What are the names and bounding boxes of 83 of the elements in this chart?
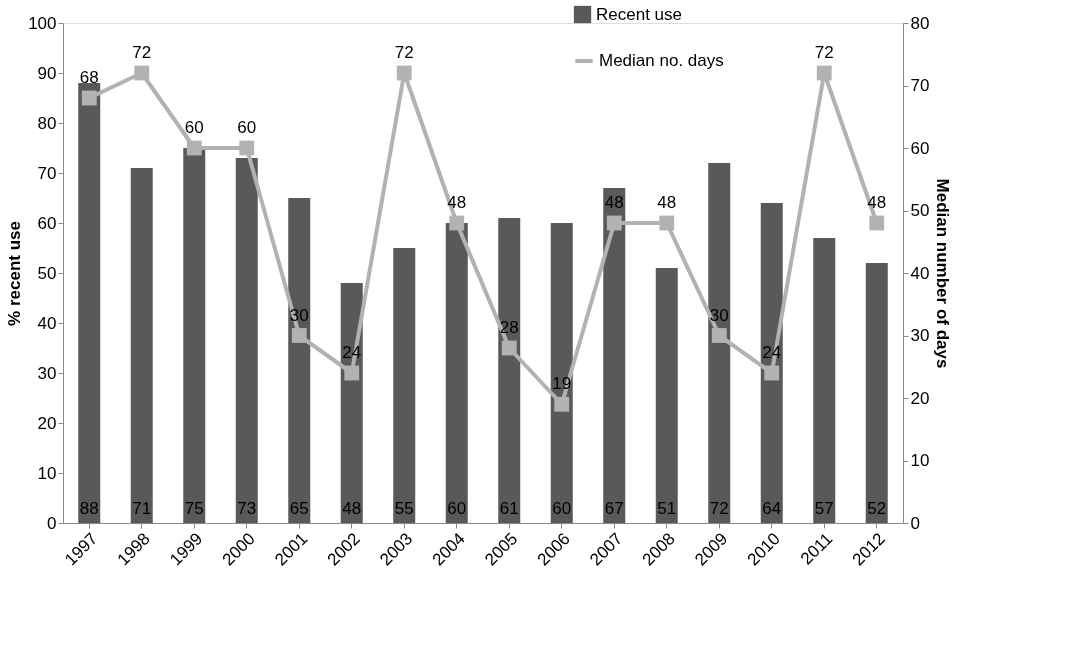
legend-label: Recent use <box>596 4 682 24</box>
y-tick-label: 90 <box>37 63 57 83</box>
point <box>81 90 97 106</box>
y2-tick-label: 40 <box>910 263 930 283</box>
point <box>344 365 360 381</box>
y2-tick-label: 10 <box>910 451 930 470</box>
data-label: 75 <box>184 499 204 518</box>
bar <box>393 248 416 523</box>
data-label: 57 <box>814 499 834 518</box>
data-label: 67 <box>604 499 624 518</box>
point <box>554 396 570 412</box>
data-label: 48 <box>447 193 467 212</box>
data-label: 71 <box>132 499 152 518</box>
bar <box>78 83 101 523</box>
point <box>659 215 675 231</box>
data-label: 88 <box>79 499 99 518</box>
data-label: 30 <box>709 305 729 325</box>
data-label: 65 <box>289 499 309 518</box>
bar <box>603 188 626 523</box>
point <box>291 328 307 343</box>
y2-tick-label: 20 <box>910 388 930 408</box>
y2-tick-label: 60 <box>910 138 930 158</box>
bar <box>130 168 153 523</box>
point <box>239 140 255 156</box>
point <box>449 215 465 231</box>
y-tick-label: 40 <box>37 313 57 333</box>
bar <box>288 198 311 523</box>
data-label: 48 <box>867 193 887 212</box>
point <box>606 215 622 231</box>
data-label: 73 <box>237 499 257 518</box>
data-label: 52 <box>867 499 887 518</box>
bar <box>183 148 206 523</box>
point <box>711 328 727 343</box>
data-label: 72 <box>394 43 414 62</box>
y-tick-label: 80 <box>37 113 57 133</box>
point <box>396 65 412 81</box>
data-label: 72 <box>814 43 834 62</box>
bar <box>235 158 258 523</box>
data-label: 48 <box>342 499 362 518</box>
point <box>134 65 150 81</box>
data-label: 68 <box>79 68 99 87</box>
y-tick-label: 0 <box>47 513 57 533</box>
data-label: 72 <box>709 499 729 518</box>
y-tick-label: 70 <box>37 163 57 183</box>
y-tick-label: 20 <box>37 413 57 433</box>
legend-label: Median no. days <box>599 51 724 70</box>
data-label: 48 <box>657 193 677 212</box>
data-label: 72 <box>132 43 152 62</box>
y-tick-label: 30 <box>37 363 57 383</box>
data-label: 60 <box>237 118 257 137</box>
y2-tick-label: 80 <box>910 13 930 33</box>
data-label: 61 <box>499 499 519 518</box>
y2-tick-label: 30 <box>910 326 930 345</box>
point <box>869 215 885 231</box>
y-tick-label: 60 <box>37 213 57 233</box>
bar <box>813 238 836 523</box>
point <box>186 140 202 156</box>
data-label: 48 <box>604 193 624 212</box>
bar <box>445 223 468 523</box>
data-label: 60 <box>447 499 467 518</box>
point <box>816 65 832 81</box>
bar <box>340 283 363 523</box>
bar <box>655 268 678 523</box>
data-label: 64 <box>762 499 782 518</box>
y2-axis-title: Median number of days <box>933 178 953 369</box>
data-label: 60 <box>184 118 204 137</box>
y2-tick-label: 0 <box>910 513 920 533</box>
data-label: 60 <box>552 499 572 518</box>
y2-tick-label: 50 <box>910 201 930 220</box>
point <box>764 365 780 381</box>
point <box>501 340 517 356</box>
bar <box>498 218 521 523</box>
bar <box>865 263 888 523</box>
y-tick-label: 50 <box>37 263 57 283</box>
data-label: 55 <box>394 499 414 518</box>
y2-tick-label: 70 <box>910 76 930 95</box>
bar <box>760 203 783 523</box>
bar <box>550 223 573 523</box>
bar <box>708 163 731 523</box>
data-label: 51 <box>657 499 677 518</box>
y-axis-title: % recent use <box>5 221 25 326</box>
y-tick-label: 10 <box>37 463 57 483</box>
y-tick-label: 100 <box>28 13 57 33</box>
